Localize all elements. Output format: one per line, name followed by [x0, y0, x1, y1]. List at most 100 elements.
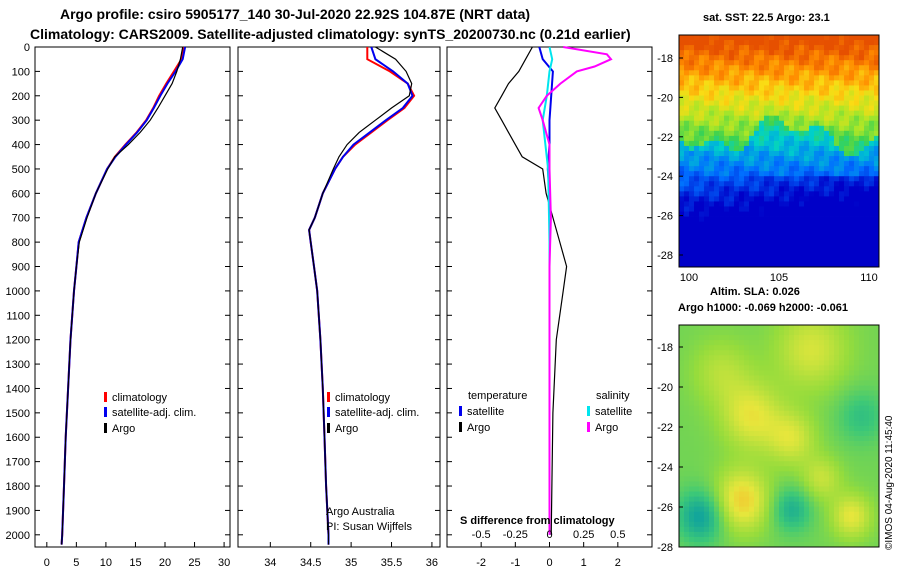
sst-map-cell: [724, 85, 730, 91]
sla-map-cell: [759, 340, 765, 346]
sla-map-cell: [849, 380, 855, 386]
sla-map-cell: [859, 511, 865, 518]
sla-map-cell: [749, 430, 755, 437]
sst-map-cell: [819, 196, 825, 202]
sla-map-cell: [829, 451, 835, 457]
sst-map-cell: [754, 216, 760, 223]
sla-map-cell: [839, 461, 845, 467]
sst-map-cell: [734, 40, 740, 46]
sst-map-cell: [844, 176, 850, 182]
sla-map-cell: [814, 425, 820, 432]
sla-map-cell: [804, 506, 810, 513]
sst-map-cell: [864, 156, 870, 162]
sst-map-cell: [814, 45, 820, 51]
sst-map-cell: [844, 256, 850, 263]
sst-map-cell: [764, 161, 770, 167]
sla-map-cell: [739, 420, 745, 427]
sla-map-cell: [744, 360, 750, 366]
sla-map-cell: [779, 380, 785, 386]
sla-map-cell: [749, 446, 755, 452]
sla-map-cell: [704, 420, 710, 427]
sla-map-cell: [824, 400, 830, 407]
sla-map-cell: [739, 451, 745, 457]
sla-map-cell: [689, 330, 695, 336]
sst-map-cell: [774, 196, 780, 202]
sst-map-cell: [834, 115, 840, 122]
sla-map-cell: [809, 526, 815, 533]
sst-map-cell: [749, 196, 755, 202]
sla-map-cell: [859, 441, 865, 447]
sla-map-cell: [739, 345, 745, 351]
sla-map-cell: [769, 506, 775, 513]
sla-map-cell: [854, 395, 860, 402]
sla-map-cell: [784, 481, 790, 487]
sst-map-cell: [829, 246, 835, 253]
sst-map-cell: [734, 145, 740, 152]
sla-map-subtitle: Argo h1000: -0.069 h2000: -0.061: [678, 302, 848, 314]
sst-map-cell: [869, 125, 875, 132]
sst-map-cell: [869, 191, 875, 197]
sst-map-cell: [729, 241, 735, 248]
sst-map-cell: [709, 110, 715, 117]
sst-map-cell: [829, 100, 835, 107]
sst-map-cell: [739, 120, 745, 127]
sla-map-cell: [864, 466, 870, 472]
sst-map-cell: [779, 60, 785, 66]
sla-map-cell: [749, 491, 755, 497]
sst-map-cell: [824, 50, 830, 56]
sst-map-cell: [809, 60, 815, 66]
sla-map-cell: [739, 541, 745, 548]
sst-map-cell: [814, 181, 820, 187]
sst-map-cell: [694, 166, 700, 172]
sst-map-cell: [709, 55, 715, 61]
sst-map-cell: [729, 115, 735, 122]
sst-map-cell: [684, 151, 690, 157]
sla-map-cell: [784, 405, 790, 412]
sla-map-cell: [774, 526, 780, 533]
sst-map-cell: [684, 125, 690, 132]
sst-map-cell: [769, 226, 775, 233]
sst-map-cell: [764, 176, 770, 182]
sla-map-cell: [739, 521, 745, 528]
sla-map-cell: [814, 506, 820, 513]
sla-map-cell: [689, 476, 695, 482]
sst-map-cell: [809, 55, 815, 61]
sla-map-cell: [724, 360, 730, 366]
sst-map-cell: [769, 176, 775, 182]
sst-map-cell: [824, 151, 830, 157]
sla-map-cell: [684, 471, 690, 477]
sla-map-cell: [704, 441, 710, 447]
sla-map-cell: [859, 335, 865, 341]
sst-map-cell: [759, 85, 765, 91]
sla-map-cell: [709, 425, 715, 432]
sla-map-cell: [774, 380, 780, 386]
sla-map-cell: [824, 486, 830, 492]
sla-map-cell: [854, 345, 860, 351]
sst-map-cell: [834, 75, 840, 81]
sst-map-cell: [839, 171, 845, 177]
sst-map-cell: [779, 120, 785, 127]
sla-map-cell: [709, 385, 715, 391]
sst-map-cell: [869, 241, 875, 248]
sst-map-cell: [749, 261, 755, 268]
sla-map-title: Altim. SLA: 0.026: [710, 286, 800, 298]
sst-map-cell: [714, 196, 720, 202]
sst-map-cell: [789, 176, 795, 182]
sla-map-cell: [799, 395, 805, 402]
sla-map-cell: [739, 481, 745, 487]
sst-map-cell: [799, 130, 805, 137]
sst-map-cell: [814, 221, 820, 228]
sla-map-cell: [764, 380, 770, 386]
sst-map-cell: [769, 211, 775, 217]
sst-map-cell: [804, 50, 810, 56]
diff-legend-sal-argo-label: Argo: [595, 422, 618, 434]
sst-map-cell: [829, 206, 835, 212]
sla-map-cell: [794, 541, 800, 548]
sst-map-cell: [739, 221, 745, 228]
sst-map-cell: [754, 75, 760, 81]
temp-legend-satellite-swatch: [104, 407, 107, 417]
sst-map-cell: [774, 216, 780, 223]
sst-map-cell: [709, 156, 715, 162]
sst-map-cell: [839, 75, 845, 81]
sla-map-cell: [849, 325, 855, 331]
